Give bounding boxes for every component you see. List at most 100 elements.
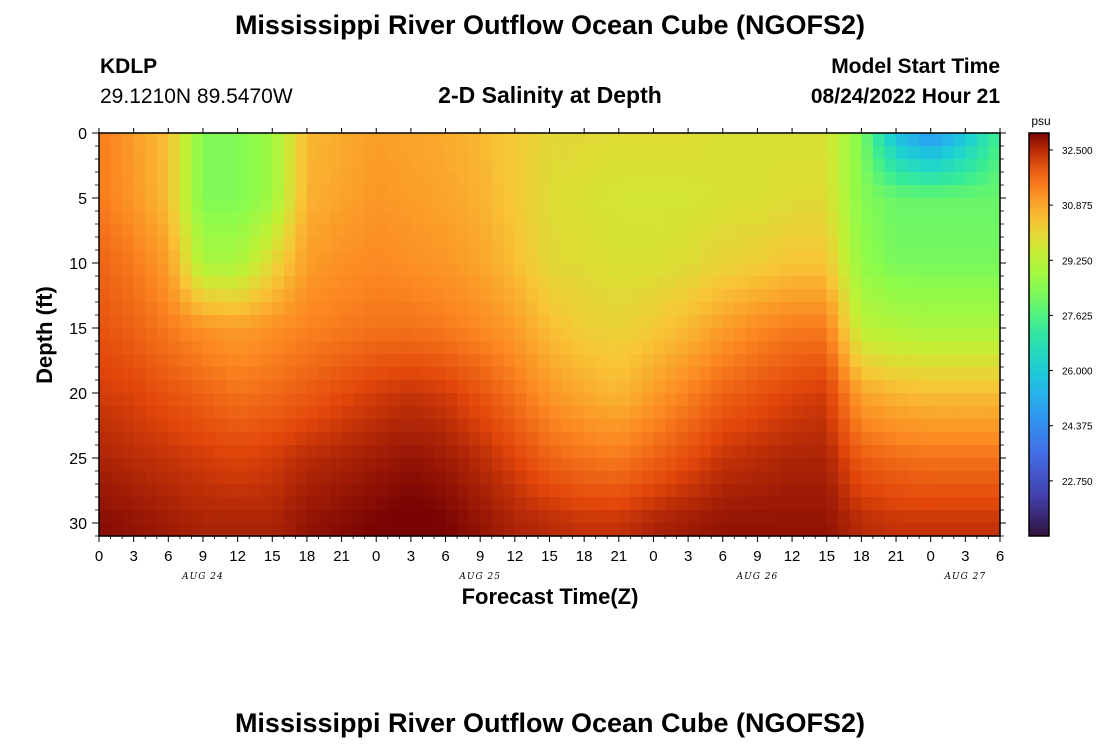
heatmap-cell (214, 341, 227, 355)
heatmap-cell (549, 250, 562, 264)
heatmap-cell (260, 198, 273, 212)
heatmap-cell (884, 237, 897, 251)
heatmap-cell (433, 211, 447, 225)
heatmap-cell (699, 484, 712, 498)
heatmap-cell (168, 380, 181, 394)
heatmap-cell (641, 159, 655, 173)
heatmap-cell (699, 367, 712, 381)
heatmap-cell (364, 380, 377, 394)
heatmap-cell (699, 172, 712, 186)
heatmap-cell (387, 445, 400, 459)
heatmap-cell (433, 341, 447, 355)
heatmap-cell (630, 172, 643, 186)
heatmap-cell (965, 276, 978, 290)
heatmap-cell (318, 159, 331, 173)
heatmap-cell (630, 263, 643, 277)
heatmap-cell (896, 237, 909, 251)
heatmap-cell (641, 315, 655, 329)
heatmap-cell (283, 419, 296, 433)
heatmap-cell (514, 406, 527, 420)
heatmap-cell (295, 432, 308, 446)
heatmap-cell (595, 315, 608, 329)
heatmap-cell (561, 354, 574, 368)
heatmap-cell (433, 289, 447, 303)
heatmap-cell (618, 146, 631, 160)
heatmap-cell (745, 289, 759, 303)
heatmap-cell (572, 380, 585, 394)
heatmap-cell (676, 471, 689, 485)
heatmap-cell (330, 263, 343, 277)
heatmap-cell (803, 471, 816, 485)
heatmap-cell (145, 133, 158, 147)
heatmap-cell (156, 380, 169, 394)
heatmap-cell (399, 419, 412, 433)
heatmap-cell (272, 211, 285, 225)
heatmap-cell (792, 237, 805, 251)
heatmap-cell (618, 432, 631, 446)
heatmap-cell (919, 185, 932, 199)
heatmap-cell (595, 393, 608, 407)
heatmap-cell (757, 406, 770, 420)
heatmap-cell (353, 289, 366, 303)
heatmap-cell (768, 198, 782, 212)
heatmap-cell (306, 237, 320, 251)
heatmap-cell (838, 211, 851, 225)
heatmap-cell (722, 250, 735, 264)
heatmap-cell (780, 250, 793, 264)
heatmap-cell (849, 458, 862, 472)
heatmap-cell (433, 250, 447, 264)
heatmap-cell (930, 354, 943, 368)
heatmap-cell (584, 133, 597, 147)
heatmap-cell (237, 289, 250, 303)
heatmap-cell (942, 406, 955, 420)
heatmap-cell (537, 406, 551, 420)
heatmap-cell (387, 133, 400, 147)
heatmap-cell (930, 510, 943, 524)
heatmap-cell (930, 471, 943, 485)
heatmap-cell (145, 523, 158, 537)
heatmap-cell (584, 315, 597, 329)
y-tick-label: 10 (69, 256, 87, 273)
heatmap-cell (653, 393, 666, 407)
heatmap-cell (907, 237, 920, 251)
heatmap-cell (364, 523, 377, 537)
heatmap-cell (815, 172, 828, 186)
heatmap-cell (260, 159, 273, 173)
heatmap-cell (815, 302, 828, 316)
heatmap-cell (745, 484, 759, 498)
heatmap-cell (387, 159, 400, 173)
heatmap-cell (665, 406, 678, 420)
heatmap-cell (318, 354, 331, 368)
heatmap-cell (711, 497, 724, 511)
heatmap-cell (156, 354, 169, 368)
heatmap-cell (306, 445, 320, 459)
heatmap-cell (422, 419, 435, 433)
heatmap-cell (734, 263, 747, 277)
heatmap-cell (226, 172, 239, 186)
heatmap-cell (861, 159, 874, 173)
heatmap-cell (734, 211, 747, 225)
heatmap-cell (168, 393, 181, 407)
heatmap-cell (341, 159, 354, 173)
heatmap-cell (584, 159, 597, 173)
heatmap-cell (514, 484, 527, 498)
heatmap-cell (665, 185, 678, 199)
heatmap-cell (202, 159, 216, 173)
heatmap-cell (249, 289, 262, 303)
heatmap-cell (861, 315, 874, 329)
heatmap-cell (676, 328, 689, 342)
heatmap-cell (445, 146, 458, 160)
heatmap-cell (295, 380, 308, 394)
heatmap-cell (768, 354, 782, 368)
heatmap-cell (595, 328, 608, 342)
heatmap-cell (584, 341, 597, 355)
heatmap-cell (896, 484, 909, 498)
heatmap-cell (907, 354, 920, 368)
heatmap-cell (283, 276, 296, 290)
heatmap-cell (872, 185, 886, 199)
heatmap-cell (942, 315, 955, 329)
heatmap-cell (780, 172, 793, 186)
heatmap-cell (780, 328, 793, 342)
heatmap-cell (457, 367, 470, 381)
heatmap-cell (976, 302, 990, 316)
